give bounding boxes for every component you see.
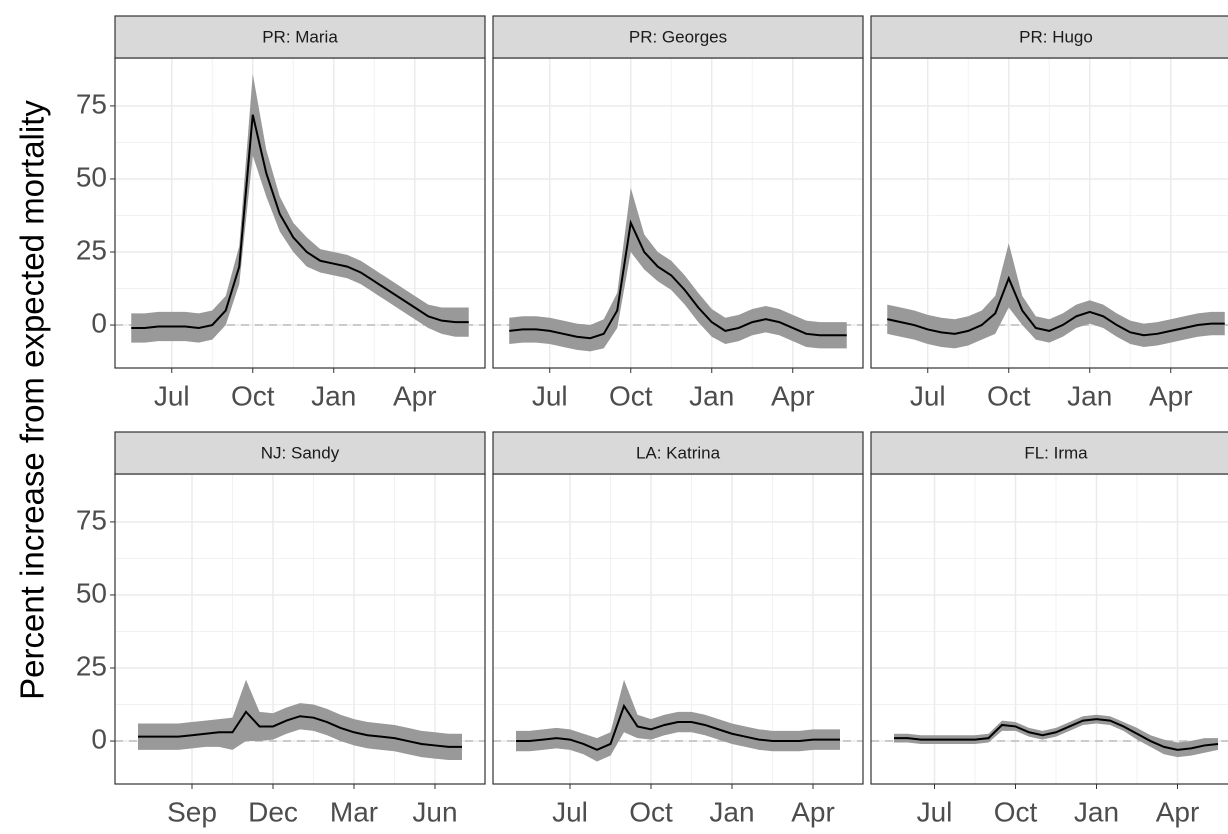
line: [138, 710, 462, 748]
panel-title: FL: Irma: [1024, 443, 1088, 462]
x-tick-label: Apr: [1149, 380, 1193, 411]
confidence-band: [516, 679, 840, 762]
x-tick-label: Apr: [791, 796, 835, 827]
panel: Jul Oct Jan Apr FL: Irma: [870, 431, 1228, 827]
x-tick-label: Oct: [987, 380, 1031, 411]
x-tick-label: Oct: [609, 380, 653, 411]
confidence-band: [509, 187, 847, 352]
confidence-band: [138, 679, 462, 761]
strip: [114, 431, 486, 475]
y-tick-label: 50: [76, 161, 107, 192]
x-tick-label: Jan: [311, 380, 356, 411]
y-tick-label: 0: [91, 307, 107, 338]
panel-title: PR: Hugo: [1019, 27, 1093, 46]
line: [131, 114, 469, 329]
x-tick-label: Apr: [771, 380, 815, 411]
panel-title: NJ: Sandy: [261, 443, 340, 462]
x-tick-label: Oct: [994, 796, 1038, 827]
strip: [492, 15, 864, 59]
panel: Jul Oct Jan Apr PR: Georges: [492, 15, 864, 411]
x-tick-label: Jul: [154, 380, 190, 411]
panel-title: PR: Georges: [629, 27, 727, 46]
y-tick-label: 75: [76, 88, 107, 119]
confidence-band: [131, 73, 469, 343]
x-tick-label: Sep: [167, 796, 217, 827]
strip: [870, 431, 1228, 475]
confidence-band: [887, 243, 1225, 349]
plot-background: [493, 58, 863, 368]
x-tick-label: Mar: [330, 796, 378, 827]
x-tick-label: Jun: [412, 796, 457, 827]
line: [516, 703, 840, 751]
panel-title: LA: Katrina: [636, 443, 721, 462]
y-tick-label: 75: [76, 504, 107, 535]
x-tick-label: Jul: [910, 380, 946, 411]
confidence-band: [894, 714, 1218, 758]
strip: [870, 15, 1228, 59]
x-tick-label: Jan: [1067, 380, 1112, 411]
x-tick-label: Jul: [917, 796, 953, 827]
y-axis-label: Percent increase from expected mortality: [14, 100, 51, 700]
x-tick-label: Jan: [689, 380, 734, 411]
line: [894, 718, 1219, 751]
x-tick-label: Apr: [393, 380, 437, 411]
x-tick-label: Jul: [532, 380, 568, 411]
panel: Jul Oct Jan Apr PR: Hugo: [870, 15, 1228, 411]
x-tick-label: Dec: [248, 796, 298, 827]
panel: Jul Oct Jan Apr LA: Katrina: [492, 431, 864, 827]
y-tick-label: 0: [91, 723, 107, 754]
line: [887, 275, 1225, 337]
y-tick-label: 25: [76, 234, 107, 265]
x-tick-label: Apr: [1156, 796, 1200, 827]
x-tick-label: Oct: [231, 380, 275, 411]
x-tick-label: Oct: [629, 796, 673, 827]
y-tick-label: 50: [76, 577, 107, 608]
line: [509, 219, 847, 340]
x-tick-label: Jan: [709, 796, 754, 827]
x-tick-label: Jul: [552, 796, 588, 827]
panel-title: PR: Maria: [262, 27, 338, 46]
panel: 0 25 50 75 Sep Dec Mar Jun NJ: Sandy: [76, 431, 486, 827]
y-tick-label: 25: [76, 650, 107, 681]
x-tick-label: Jan: [1074, 796, 1119, 827]
panel: 0 25 50 75 Jul Oct Jan Apr PR: Maria: [76, 15, 486, 411]
strip: [492, 431, 864, 475]
strip: [114, 15, 486, 59]
